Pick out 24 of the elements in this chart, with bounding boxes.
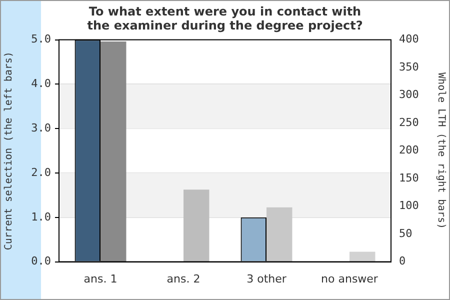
y2-tick-label: 100 [399, 199, 419, 212]
y2-tick-label: 400 [399, 32, 419, 46]
y-tick-label: 0.0 [31, 254, 51, 268]
y-axis-title: Current selection (the left bars) [4, 51, 15, 250]
y2-axis-title: Whole LTH (the right bars) [435, 72, 446, 230]
y-tick-label: 3.0 [31, 121, 51, 134]
x-tick-label: ans. 1 [84, 272, 118, 286]
y2-tick-label: 150 [399, 171, 419, 184]
y-tick-label: 2.0 [31, 166, 51, 179]
x-tick-label: 3 other [246, 272, 287, 286]
x-tick-label: no answer [321, 272, 378, 286]
chart-title: To what extent were you in contact with the examiner during the degree project? [87, 4, 363, 33]
bar [184, 190, 210, 262]
y-tick-label: 5.0 [31, 32, 51, 46]
y2-tick-label: 200 [399, 144, 419, 157]
y2-tick-label: 350 [399, 60, 419, 74]
x-tick-label: ans. 2 [166, 272, 200, 286]
y2-tick-label: 250 [399, 116, 419, 129]
y2-tick-label: 300 [399, 88, 419, 102]
y-tick-label: 4.0 [31, 77, 51, 90]
y2-tick-label: 0 [399, 254, 406, 268]
bar [350, 252, 376, 262]
y-tick-label: 1.0 [31, 210, 51, 224]
y2-tick-label: 50 [399, 226, 412, 240]
